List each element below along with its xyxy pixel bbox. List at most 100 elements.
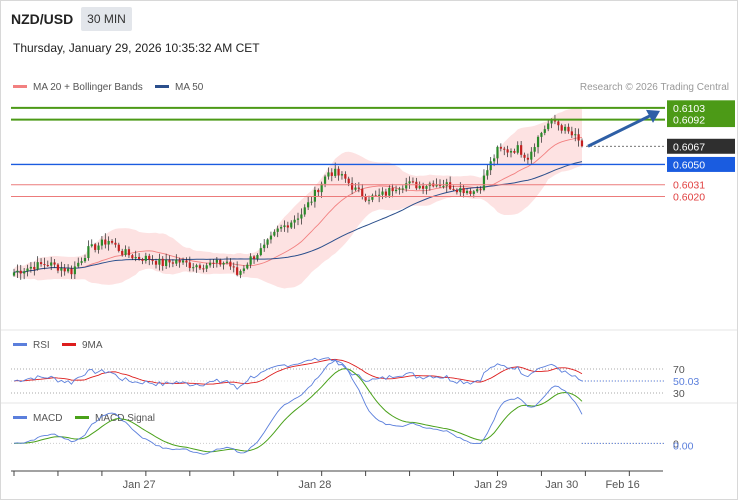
candle-body bbox=[361, 188, 364, 197]
price-level-tag bbox=[667, 156, 735, 172]
candle-body bbox=[219, 259, 222, 265]
candle-body bbox=[12, 272, 16, 276]
candle-body bbox=[330, 172, 333, 176]
price-level-label: 0.6103 bbox=[673, 103, 705, 115]
candle-body bbox=[479, 189, 482, 191]
legend-rsi-ma-label: 9MA bbox=[82, 340, 103, 351]
candle-body bbox=[263, 244, 266, 249]
candle-body bbox=[313, 189, 317, 202]
candle-body bbox=[449, 182, 452, 189]
candle-body bbox=[83, 258, 87, 262]
candle-body bbox=[97, 245, 100, 250]
candle-body bbox=[134, 256, 137, 259]
candle-body bbox=[80, 261, 83, 263]
candle-body bbox=[347, 178, 350, 184]
candle-body bbox=[300, 214, 303, 219]
candle-body bbox=[378, 194, 381, 196]
candle-body bbox=[418, 185, 421, 189]
candle-body bbox=[290, 222, 293, 228]
candle-body bbox=[171, 262, 175, 264]
ma50-line bbox=[13, 161, 583, 273]
candle-body bbox=[317, 189, 320, 193]
candle-body bbox=[513, 151, 516, 153]
candle-body bbox=[577, 134, 580, 141]
candle-body bbox=[36, 262, 39, 270]
candle-body bbox=[388, 187, 391, 196]
candle-body bbox=[344, 174, 347, 179]
candle-body bbox=[371, 195, 374, 200]
timeframe-button[interactable]: 30 MIN bbox=[81, 7, 132, 31]
candle-body bbox=[124, 249, 127, 255]
candle-body bbox=[307, 202, 310, 208]
candle-body bbox=[452, 188, 455, 190]
candle-body bbox=[185, 260, 188, 263]
bollinger-band-fill bbox=[14, 108, 582, 289]
candle-body bbox=[547, 123, 550, 130]
candle-body bbox=[77, 262, 80, 267]
candle-body bbox=[530, 151, 533, 160]
candle-body bbox=[236, 267, 239, 275]
macd-level-label: 0 bbox=[673, 438, 679, 450]
candle-body bbox=[354, 187, 357, 190]
candle-body bbox=[121, 250, 124, 255]
candle-body bbox=[29, 266, 33, 269]
candle-body bbox=[411, 181, 415, 183]
candle-body bbox=[509, 151, 513, 153]
candle-body bbox=[486, 170, 489, 176]
candle-body bbox=[256, 255, 259, 259]
candle-body bbox=[208, 262, 212, 266]
candle-body bbox=[469, 190, 472, 194]
price-level-label: 0.6031 bbox=[673, 180, 705, 192]
candle-body bbox=[63, 268, 66, 272]
candle-body bbox=[286, 225, 289, 228]
candle-body bbox=[503, 148, 506, 150]
price-level-tag bbox=[667, 100, 735, 116]
macd-line bbox=[13, 359, 583, 455]
candle-body bbox=[303, 207, 306, 215]
candle-body bbox=[43, 264, 46, 266]
candle-body bbox=[563, 126, 567, 131]
candle-body bbox=[39, 262, 43, 265]
price-level-label: 0.6020 bbox=[673, 191, 705, 203]
projection-arrow-line bbox=[587, 113, 653, 148]
legend-swatch-bollinger bbox=[13, 85, 27, 88]
candle-body bbox=[580, 140, 584, 147]
candle-body bbox=[232, 266, 235, 268]
candle-body bbox=[107, 240, 110, 245]
price-level-label: 0.6092 bbox=[673, 115, 705, 127]
x-axis-tick-label: Feb 16 bbox=[605, 479, 639, 491]
candle-body bbox=[104, 239, 107, 245]
candle-body bbox=[198, 265, 202, 269]
candle-body bbox=[222, 262, 225, 265]
candle-body bbox=[442, 185, 445, 187]
candle-body bbox=[212, 262, 215, 264]
candle-body bbox=[357, 187, 360, 189]
candle-body bbox=[310, 201, 313, 203]
legend-swatch-rsi-ma bbox=[62, 343, 76, 346]
legend-rsi-label: RSI bbox=[33, 340, 50, 351]
candle-body bbox=[327, 172, 330, 177]
candle-body bbox=[131, 255, 134, 259]
candle-body bbox=[188, 262, 191, 268]
candle-body bbox=[154, 261, 158, 265]
candle-body bbox=[117, 244, 120, 251]
candle-body bbox=[16, 270, 19, 273]
candle-body bbox=[337, 168, 340, 176]
candle-body bbox=[381, 191, 384, 195]
candle-body bbox=[151, 259, 154, 262]
candle-body bbox=[489, 161, 492, 171]
candle-body bbox=[401, 188, 404, 190]
candle-body bbox=[229, 261, 232, 267]
candle-body bbox=[141, 259, 144, 261]
candle-body bbox=[421, 185, 425, 189]
candle-body bbox=[249, 256, 252, 265]
price-level-label: 0.6050 bbox=[673, 159, 705, 171]
candle-body bbox=[181, 260, 185, 263]
price-level-tag bbox=[667, 138, 735, 154]
price-level-label: 0.6067 bbox=[673, 141, 705, 153]
candle-body bbox=[175, 259, 178, 264]
candle-body bbox=[520, 145, 523, 155]
candle-body bbox=[110, 240, 114, 243]
candle-body bbox=[455, 189, 459, 193]
candle-body bbox=[367, 199, 371, 201]
